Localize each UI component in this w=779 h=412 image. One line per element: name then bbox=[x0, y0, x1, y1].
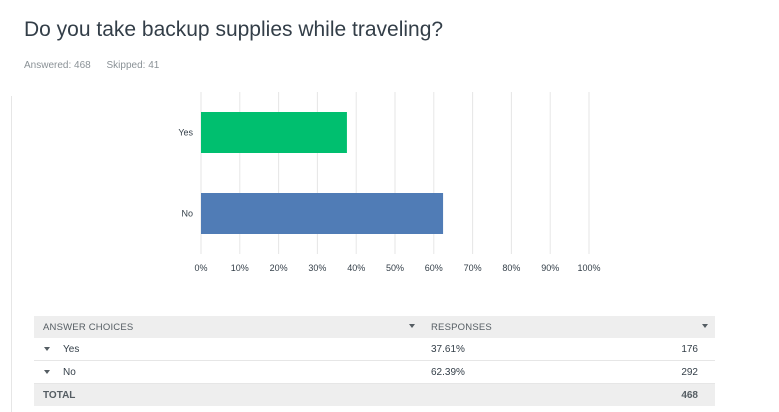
question-title: Do you take backup supplies while travel… bbox=[24, 18, 444, 41]
row-choice: No bbox=[63, 367, 76, 378]
responses-table: ANSWER CHOICES RESPONSES Yes 37.61% 176 … bbox=[34, 316, 715, 406]
bar-chart: Yes No 0% 10% 20% 30% 40% 50% 60% 70% 80% 90% 100% bbox=[178, 92, 601, 273]
answered-count: Answered: 468 bbox=[24, 60, 91, 71]
bar-no[interactable] bbox=[201, 193, 444, 234]
x-tick-label: 70% bbox=[464, 263, 482, 273]
table-header: ANSWER CHOICES RESPONSES bbox=[34, 316, 715, 338]
x-tick-label: 30% bbox=[308, 263, 326, 273]
x-tick-label: 50% bbox=[386, 263, 404, 273]
row-choice: Yes bbox=[63, 344, 80, 355]
expand-row-icon[interactable] bbox=[44, 347, 50, 351]
total-count: 468 bbox=[681, 390, 698, 401]
x-tick-label: 10% bbox=[231, 263, 249, 273]
table-total-row: TOTAL 468 bbox=[34, 384, 715, 406]
x-tick-label: 40% bbox=[347, 263, 365, 273]
x-tick-label: 0% bbox=[194, 263, 207, 273]
row-percent: 62.39% bbox=[431, 367, 465, 378]
x-tick-label: 80% bbox=[502, 263, 520, 273]
expand-row-icon[interactable] bbox=[44, 370, 50, 374]
x-tick-label: 90% bbox=[541, 263, 559, 273]
x-tick-label: 100% bbox=[577, 263, 600, 273]
row-count: 176 bbox=[681, 344, 698, 355]
row-count: 292 bbox=[681, 367, 698, 378]
x-tick-label: 20% bbox=[270, 263, 288, 273]
total-label: TOTAL bbox=[43, 390, 76, 401]
bar-yes[interactable] bbox=[201, 112, 347, 153]
table-row: Yes 37.61% 176 bbox=[34, 338, 715, 361]
table-row: No 62.39% 292 bbox=[34, 361, 715, 384]
responses-header[interactable]: RESPONSES bbox=[431, 322, 492, 333]
row-percent: 37.61% bbox=[431, 344, 465, 355]
category-label: Yes bbox=[178, 128, 193, 138]
x-tick-label: 60% bbox=[425, 263, 443, 273]
category-label: No bbox=[181, 209, 193, 219]
sort-choices-icon[interactable] bbox=[409, 324, 415, 328]
response-stats: Answered: 468 Skipped: 41 bbox=[24, 60, 172, 71]
sort-responses-icon[interactable] bbox=[702, 324, 708, 328]
left-divider bbox=[11, 96, 12, 412]
answer-choices-header[interactable]: ANSWER CHOICES bbox=[43, 322, 134, 333]
skipped-count: Skipped: 41 bbox=[106, 60, 160, 71]
